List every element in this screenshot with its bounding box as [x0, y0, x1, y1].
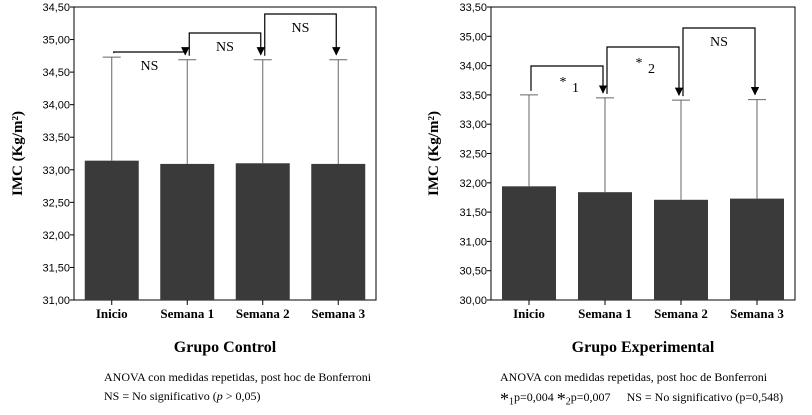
left-note-line1: ANOVA con medidas repetidas, post hoc de… — [104, 370, 372, 384]
control-y-tick-label: 32,00 — [42, 230, 70, 242]
experimental-y-tick-label: 31,50 — [459, 207, 487, 219]
experimental-comparison-bracket-1 — [530, 65, 608, 94]
right-note-line1: ANOVA con medidas repetidas, post hoc de… — [500, 370, 768, 384]
left-note-line2: NS = No significativo (p > 0,05) — [104, 389, 261, 404]
control-comparison-bracket-3 — [264, 13, 341, 56]
right-note-line2: *1p=0,004 *2p=0,007 NS = No significativo… — [500, 389, 783, 410]
control-y-tick-label: 32,50 — [42, 197, 70, 209]
experimental-x-tick-label: Inicio — [513, 306, 545, 321]
experimental-y-tick-label: 33,50 — [459, 90, 487, 102]
control-y-tick-label: 33,00 — [42, 165, 70, 177]
experimental-y-axis-label: IMC (Kg/m²) — [426, 111, 442, 196]
experimental-y-tick-label: 32,00 — [459, 178, 487, 190]
control-y-tick-label: 34,50 — [42, 67, 70, 79]
left-note-ns-prefix: NS = No significativo ( — [104, 389, 217, 403]
experimental-y-tick-label: 34,00 — [459, 61, 487, 73]
right-note-sub-1: 1 — [509, 396, 514, 408]
right-note-ns: NS = No significativo (p=0,548) — [626, 390, 784, 404]
experimental-comparison-sub-2: 2 — [648, 62, 655, 77]
control-comparison-label-1: NS — [141, 59, 159, 74]
experimental-comparison-bracket-2 — [606, 46, 684, 97]
control-bar-3 — [235, 163, 290, 300]
control-x-tick-label: Semana 3 — [311, 306, 365, 321]
experimental-y-tick-label: 30,50 — [459, 266, 487, 278]
control-x-tick-label: Inicio — [96, 306, 128, 321]
experimental-y-tick-label: 35,00 — [459, 31, 487, 43]
experimental-comparison-star-2: * — [636, 56, 643, 71]
right-note-star-2: * — [556, 389, 566, 409]
control-y-tick-label: 31,50 — [42, 262, 70, 274]
control-x-tick-label: Semana 1 — [160, 306, 214, 321]
control-bar-2 — [160, 163, 215, 300]
control-x-tick-label: Semana 2 — [236, 306, 290, 321]
experimental-comparison-sub-1: 1 — [572, 81, 579, 96]
experimental-bar-2 — [578, 192, 632, 300]
experimental-y-tick-label: 33,50 — [459, 2, 487, 14]
left-note-ns-suffix: > 0,05) — [222, 389, 261, 403]
experimental-y-tick-label: 33,00 — [459, 119, 487, 131]
right-note-star-1: * — [500, 389, 509, 409]
control-y-tick-label: 35,00 — [42, 35, 70, 47]
control-comparison-bracket-1 — [113, 47, 190, 56]
right-note-p2: p=0,007 — [570, 390, 611, 404]
control-y-tick-label: 34,50 — [42, 2, 70, 14]
experimental-chart-title: Grupo Experimental — [572, 339, 715, 356]
experimental-x-tick-label: Semana 2 — [654, 306, 708, 321]
right-note-p1: p=0,004 — [514, 390, 554, 404]
experimental-y-tick-label: 30,00 — [459, 295, 487, 307]
control-comparison-bracket-2 — [188, 32, 265, 56]
control-comparison-label-2: NS — [216, 40, 234, 55]
control-plot-frame — [73, 6, 377, 301]
control-y-tick-label: 31,00 — [42, 295, 70, 307]
experimental-x-tick-label: Semana 3 — [730, 306, 784, 321]
control-chart-title: Grupo Control — [174, 339, 277, 356]
experimental-y-tick-label: 32,50 — [459, 149, 487, 161]
experimental-bar-4 — [730, 198, 784, 300]
experimental-comparison-bracket-3 — [682, 27, 760, 97]
control-bar-4 — [311, 163, 366, 300]
experimental-bar-1 — [502, 186, 556, 300]
experimental-comparison-label-3: NS — [710, 35, 728, 50]
control-y-axis-label: IMC (Kg/m²) — [10, 111, 26, 196]
experimental-comparison-star-1: * — [560, 75, 567, 90]
control-y-tick-label: 33,50 — [42, 132, 70, 144]
experimental-y-tick-label: 31,00 — [459, 236, 487, 248]
left-note-p: p — [216, 389, 223, 403]
right-note-sub-2: 2 — [565, 396, 571, 408]
control-bar-1 — [84, 160, 139, 300]
control-y-tick-label: 34,00 — [42, 100, 70, 112]
control-comparison-label-3: NS — [292, 21, 310, 36]
experimental-x-tick-label: Semana 1 — [578, 306, 632, 321]
experimental-bar-3 — [654, 199, 708, 300]
